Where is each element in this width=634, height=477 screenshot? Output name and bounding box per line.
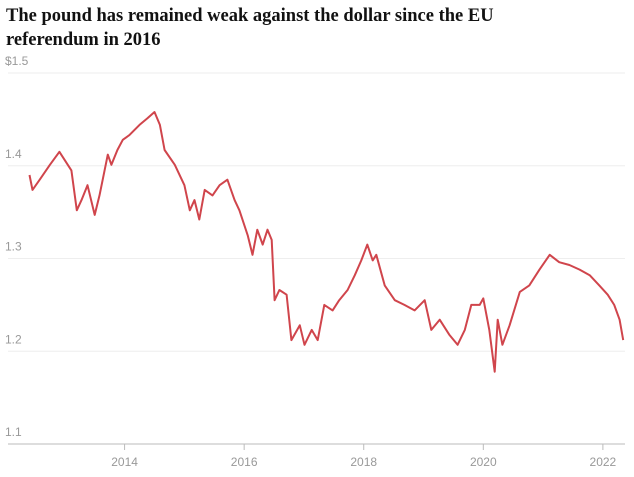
y-tick-label: 1.3 bbox=[5, 240, 22, 254]
y-tick-label: 1.1 bbox=[5, 425, 22, 439]
x-tick-label: 2022 bbox=[590, 455, 617, 469]
line-series bbox=[28, 111, 625, 373]
x-tick-label: 2016 bbox=[231, 455, 258, 469]
y-tick-label: 1.4 bbox=[5, 147, 22, 161]
y-tick-label: 1.2 bbox=[5, 332, 22, 346]
y-tick-label: $1.5 bbox=[5, 54, 29, 68]
chart-title: The pound has remained weak against the … bbox=[6, 6, 494, 50]
x-tick-label: 2014 bbox=[111, 455, 138, 469]
x-tick-label: 2020 bbox=[470, 455, 497, 469]
x-tick-label: 2018 bbox=[350, 455, 377, 469]
